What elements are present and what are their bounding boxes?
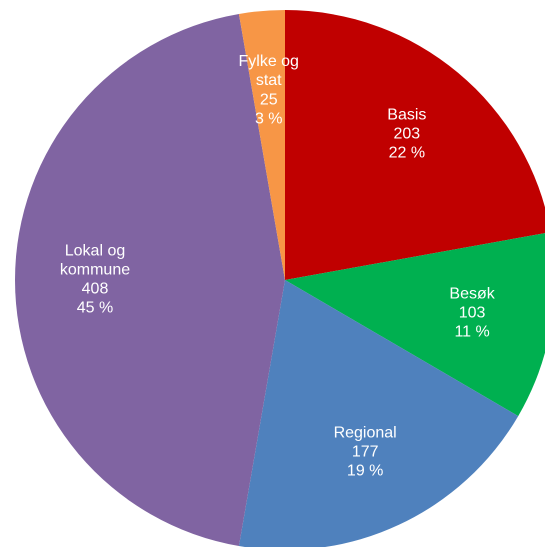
slice-percent: 22 % (389, 144, 425, 161)
pie-slice (285, 233, 545, 417)
slice-name: Fylke og stat (238, 53, 298, 89)
pie-slice (15, 13, 286, 547)
slice-name: Besøk (449, 285, 495, 302)
slice-name: Lokal og kommune (60, 243, 130, 279)
slice-name: Regional (334, 424, 397, 441)
slice-percent: 3 % (255, 110, 283, 127)
pie-slice (238, 280, 519, 547)
slice-value: 25 (260, 91, 278, 108)
slice-value: 103 (459, 304, 486, 321)
slice-percent: 19 % (347, 462, 383, 479)
slice-percent: 11 % (454, 323, 489, 340)
slice-name: Basis (387, 106, 426, 123)
slice-value: 408 (82, 281, 109, 298)
slice-value: 177 (352, 443, 379, 460)
pie-slice (285, 10, 545, 280)
slice-value: 203 (394, 125, 421, 142)
pie-slice (238, 10, 285, 280)
slice-percent: 45 % (77, 300, 113, 317)
